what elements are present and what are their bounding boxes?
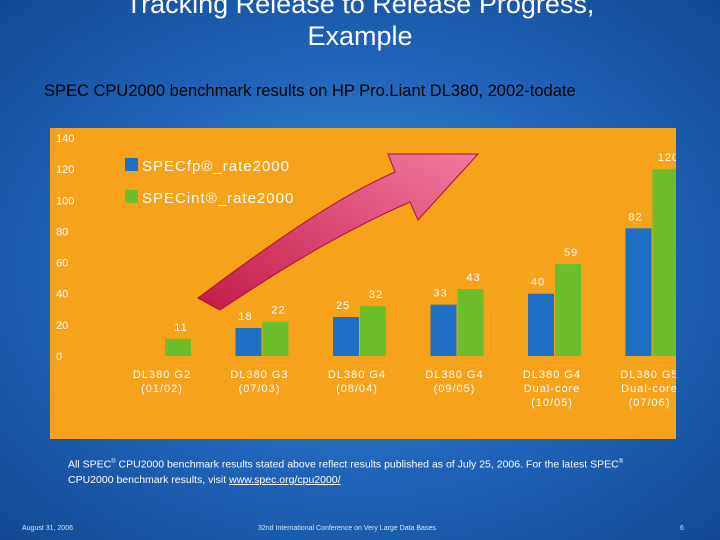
x-category-label: (10/05) — [531, 397, 573, 409]
y-tick-label: 0 — [56, 351, 62, 363]
fp-rate-data-label: 40 — [531, 277, 545, 289]
y-tick-label: 140 — [56, 133, 74, 145]
y-tick-label: 40 — [56, 289, 68, 301]
fp-rate-bar — [333, 317, 359, 356]
fp-rate-bar — [528, 293, 554, 356]
int-rate-data-label: 43 — [466, 272, 480, 284]
int-rate-data-label: 11 — [174, 322, 187, 334]
spec-link[interactable]: www.spec.org/cpu2000/ — [229, 473, 341, 486]
footnote: All SPEC® CPU2000 benchmark results stat… — [68, 455, 668, 488]
registered-mark-2: ® — [618, 459, 624, 465]
fp-rate-data-label: 18 — [238, 311, 252, 323]
chart-area: 0 20 40 60 80 100 120 140 11 DL380 G2 (01/02) 18 22 D… — [50, 128, 676, 439]
x-category-label: DL380 G5 — [620, 369, 676, 381]
fp-rate-data-label: 82 — [628, 211, 642, 223]
x-category-label: DL380 G3 — [230, 369, 288, 381]
x-category-label: DL380 G4 — [523, 369, 581, 381]
footer-date: August 31, 2006 — [22, 525, 73, 532]
int-rate-bar — [262, 321, 289, 356]
x-category-label: DL380 G4 — [328, 369, 386, 381]
footnote-text-2: CPU2000 benchmark results stated above r… — [115, 458, 619, 471]
bar-chart: 0 20 40 60 80 100 120 140 11 DL380 G2 (01/02) 18 22 D… — [56, 133, 676, 409]
fp-rate-bar — [430, 304, 457, 356]
int-rate-data-label: 59 — [564, 247, 578, 259]
fp-rate-bar — [235, 327, 262, 356]
legend-entry: SPECfp®_rate2000 — [142, 158, 290, 175]
x-category-label: (07/06) — [629, 397, 671, 409]
legend-entry: SPECint®_rate2000 — [142, 190, 294, 207]
footer-page-number: 6 — [680, 525, 684, 532]
x-category-label: Dual-core — [524, 383, 581, 395]
footnote-text-1: All SPEC — [68, 458, 112, 471]
trend-arrow — [197, 153, 480, 311]
fp-rate-data-label: 33 — [433, 288, 447, 300]
legend-swatch — [125, 158, 138, 171]
slide-subtitle: SPEC CPU2000 benchmark results on HP Pro… — [44, 82, 576, 100]
y-tick-label: 60 — [56, 258, 68, 270]
x-category-label: (08/04) — [336, 383, 378, 395]
title-line-1: Tracking Release to Release Progress, — [125, 0, 595, 19]
y-tick-label: 120 — [56, 164, 74, 176]
fp-rate-data-label: 25 — [336, 300, 350, 312]
x-category-label: (07/03) — [239, 383, 281, 395]
x-category-label: DL380 G2 — [133, 369, 191, 381]
y-tick-label: 20 — [56, 320, 68, 332]
slide-title: Tracking Release to Release Progress, Ex… — [0, 0, 720, 52]
int-rate-bar — [652, 169, 676, 356]
int-rate-data-label: 32 — [369, 289, 383, 301]
legend-swatch — [125, 190, 138, 203]
int-rate-bar — [165, 338, 191, 356]
y-tick-label: 100 — [56, 195, 74, 207]
fp-rate-bar — [625, 228, 652, 356]
int-rate-bar — [457, 289, 484, 356]
y-tick-label: 80 — [56, 226, 68, 238]
x-category-label: (09/05) — [434, 383, 476, 395]
x-category-label: DL380 G4 — [425, 369, 483, 381]
int-rate-bar — [555, 264, 581, 356]
x-category-label: (01/02) — [141, 383, 183, 395]
footnote-text-3: CPU2000 benchmark results, visit — [68, 473, 230, 486]
footer-conference: 32nd International Conference on Very La… — [258, 525, 436, 532]
int-rate-data-label: 22 — [271, 305, 285, 317]
x-category-label: Dual-core — [621, 383, 676, 395]
int-rate-bar — [360, 306, 386, 356]
title-line-2: Example — [307, 21, 413, 51]
registered-mark-1: ® — [111, 459, 116, 465]
int-rate-data-label: 120 — [658, 152, 676, 164]
